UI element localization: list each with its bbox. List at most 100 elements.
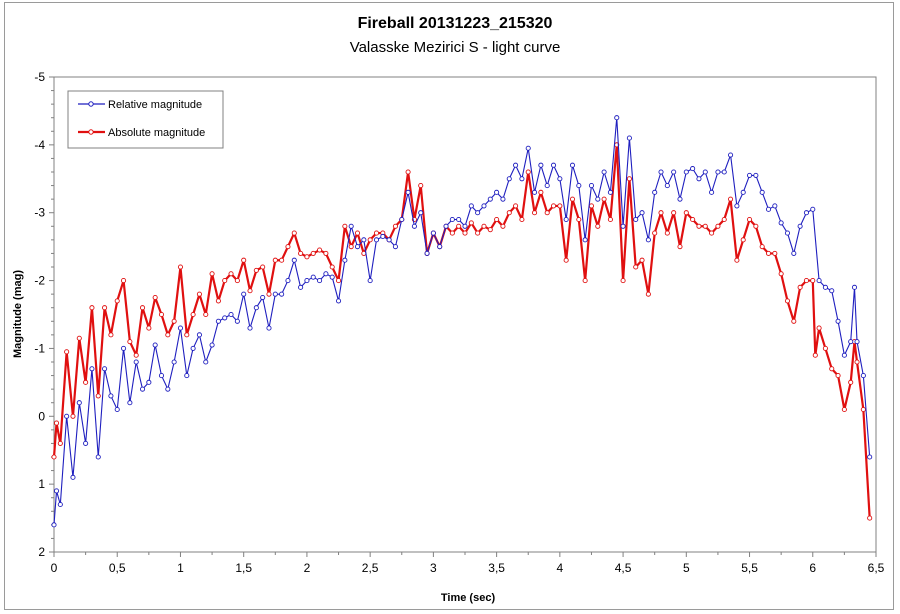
data-point-relative [215,318,221,324]
data-point-relative [190,345,196,351]
data-point-relative [728,152,734,158]
data-point-relative [323,271,329,277]
data-point-absolute [158,311,165,318]
data-point-absolute [734,257,740,263]
x-tick-label: 6 [809,561,816,575]
legend: Relative magnitude Absolute magnitude [67,90,224,149]
data-point-absolute [139,305,146,311]
data-point-relative [367,278,373,284]
data-point-relative [690,166,696,172]
data-point-relative [386,237,392,243]
data-point-absolute [652,230,658,236]
data-point-relative [171,359,177,365]
data-point-absolute [728,196,734,202]
data-point-relative [348,223,354,229]
legend-marker-absolute [88,129,94,135]
data-point-absolute [563,257,569,263]
data-point-absolute [475,230,481,236]
data-point-absolute [260,264,266,270]
data-point-absolute [525,169,531,175]
data-point-relative [247,325,253,331]
data-point-absolute [152,294,158,301]
data-point-absolute [810,278,816,284]
data-point-relative [392,244,398,250]
legend-marker-relative [88,101,94,107]
data-point-absolute [171,318,177,324]
data-point-absolute [588,203,595,209]
data-point-absolute [601,196,607,202]
data-point-relative [481,203,487,209]
data-point-relative [633,216,639,223]
legend-label-absolute: Absolute magnitude [108,127,205,139]
data-point-relative [241,291,247,297]
data-point-relative [803,210,809,216]
data-point-absolute [860,406,866,413]
data-point-relative [709,189,715,195]
data-point-absolute [778,271,784,277]
data-point-relative [102,366,108,372]
data-point-absolute [121,278,127,284]
data-point-relative [519,176,525,182]
data-point-absolute [342,223,348,229]
data-point-absolute [822,345,828,351]
data-point-absolute [582,278,588,284]
data-point-relative [494,189,500,195]
data-point-absolute [127,339,133,345]
data-point-relative [127,400,133,406]
x-tick-label: 6,5 [868,561,885,575]
data-point-absolute [816,325,822,331]
data-point-absolute [335,278,342,284]
y-tick-label: -5 [34,70,45,84]
data-point-relative [791,250,797,256]
data-point-relative [532,189,538,195]
data-point-absolute [241,257,247,263]
data-point-relative [456,216,462,223]
data-point-relative [525,145,531,151]
data-point-relative [228,311,234,318]
data-point-relative [677,196,683,202]
data-point-absolute [70,413,76,419]
data-point-absolute [348,244,354,250]
x-tick-label: 5,5 [741,561,758,575]
data-point-absolute [392,223,398,229]
data-point-relative [260,294,266,301]
data-point-absolute [740,237,746,243]
data-point-relative [778,220,784,226]
data-point-relative [304,278,310,284]
data-point-relative [835,318,841,324]
data-point-relative [291,257,297,263]
data-point-absolute [57,440,63,446]
data-point-relative [177,325,184,331]
x-tick-label: 1 [177,561,184,575]
x-tick-label: 0,5 [109,561,126,575]
data-point-absolute [639,257,645,263]
data-point-relative [822,284,828,290]
data-point-relative [645,237,651,243]
data-point-absolute [367,237,373,243]
y-tick-label: 2 [38,545,45,559]
data-point-relative [285,278,291,284]
x-tick-label: 3,5 [488,561,505,575]
data-point-relative [500,196,506,202]
data-point-absolute [234,278,240,284]
data-point-relative [342,257,348,263]
data-point-absolute [354,230,361,236]
data-point-absolute [702,223,708,229]
data-point-absolute [500,223,506,229]
data-point-relative [557,176,563,182]
data-point-absolute [709,230,715,236]
y-tick-label: -3 [34,206,45,220]
y-tick-label: -1 [34,341,45,355]
data-point-absolute [867,515,873,521]
x-tick-label: 4 [557,561,564,575]
data-point-absolute [854,359,860,365]
data-point-absolute [203,311,209,318]
y-tick-label: 0 [38,409,45,423]
data-point-relative [317,278,323,284]
series-line-absolute [52,143,871,519]
data-point-relative [734,203,740,209]
data-point-relative [765,206,772,212]
data-point-absolute [184,332,190,338]
data-point-absolute [51,454,57,460]
data-point-absolute [196,291,202,297]
